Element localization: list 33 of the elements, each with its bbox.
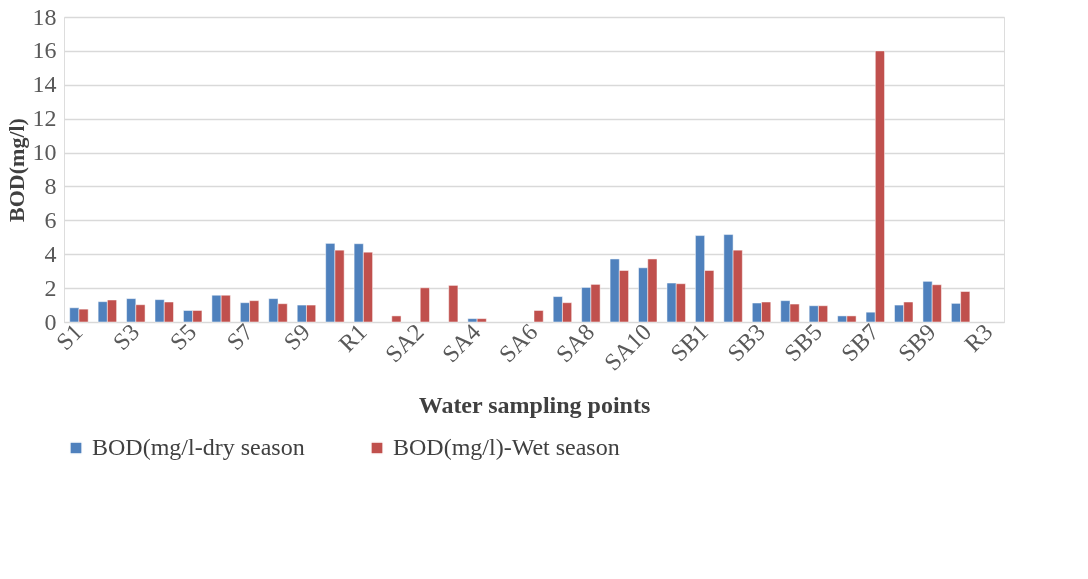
x-axis-title: Water sampling points (418, 391, 651, 418)
y-tick-label: 0 (44, 308, 57, 335)
x-tick-label: SA6 (493, 318, 543, 368)
x-tick-label: S5 (164, 318, 202, 355)
bar (391, 315, 402, 323)
y-tick-label: 14 (32, 71, 57, 98)
x-tick-label: S7 (221, 318, 259, 355)
y-tick-label: 6 (44, 206, 57, 233)
y-axis-title: BOD(mg/l) (3, 118, 29, 222)
x-tick-label: SB9 (893, 318, 941, 367)
x-tick-label: SB3 (722, 318, 771, 367)
y-tick-label: 4 (44, 240, 57, 267)
x-tick-label: SA2 (380, 318, 429, 368)
y-tick-label: 8 (44, 172, 57, 199)
bar (448, 285, 459, 323)
x-tick-label: S3 (107, 318, 145, 355)
legend-label: BOD(mg/l)-Wet season (393, 434, 620, 460)
bar (419, 287, 430, 323)
legend-label: BOD(mg/l-dry season (92, 434, 305, 460)
x-tick-label: R3 (959, 318, 998, 357)
y-tick-label: 16 (32, 37, 57, 64)
x-tick-label: SA4 (437, 318, 486, 368)
y-tick-label: 10 (32, 139, 57, 166)
x-tick-label: SA8 (550, 318, 600, 368)
x-tick-label: R1 (333, 318, 372, 357)
x-tick-label: S9 (278, 318, 315, 355)
y-tick-label: 12 (32, 105, 57, 132)
x-tick-label: SB7 (836, 318, 884, 367)
x-tick-label: SB1 (665, 318, 714, 367)
bar (533, 310, 544, 323)
y-tick-label: 18 (32, 3, 57, 30)
y-tick-label: 2 (44, 274, 57, 301)
x-tick-label: SB5 (779, 318, 827, 367)
